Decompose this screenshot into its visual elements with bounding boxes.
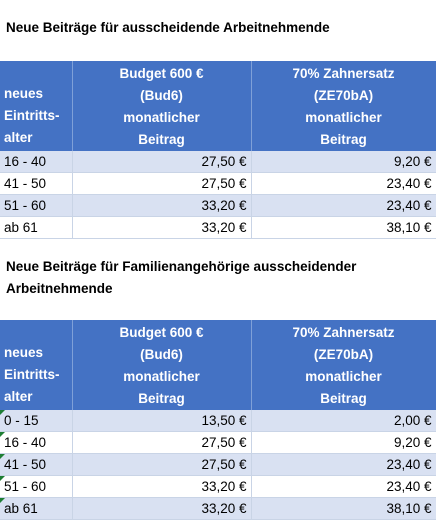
header-line: (Bud6) <box>140 88 183 103</box>
header-line: alter <box>4 130 33 145</box>
section-title-departing-employees: Neue Beiträge für ausscheidende Arbeitne… <box>6 17 426 39</box>
budget-cell[interactable]: 27,50 € <box>72 453 252 476</box>
header-budget: Budget 600 € (Bud6) monatlicher Beitrag <box>72 61 252 151</box>
dental-cell[interactable]: 23,40 € <box>251 475 436 498</box>
cell-note-flag-icon <box>0 432 5 437</box>
header-entry-age: neues Eintritts- alter <box>0 61 73 151</box>
section-title-text: Arbeitnehmende <box>6 281 113 296</box>
dental-cell[interactable]: 38,10 € <box>251 497 436 520</box>
dental-cell[interactable]: 38,10 € <box>251 216 436 239</box>
header-line: monatlicher <box>305 110 382 125</box>
table-row: ab 61 33,20 € 38,10 € <box>0 216 436 239</box>
age-cell[interactable]: 51 - 60 <box>0 475 73 498</box>
header-budget: Budget 600 € (Bud6) monatlicher Beitrag <box>72 320 252 410</box>
contribution-table-family: neues Eintritts- alter Budget 600 € (Bud… <box>0 320 436 520</box>
header-line: (ZE70bA) <box>313 88 374 103</box>
section-title-text: Neue Beiträge für ausscheidende Arbeitne… <box>6 20 330 35</box>
table-header-row: neues Eintritts- alter Budget 600 € (Bud… <box>0 320 436 410</box>
header-line: neues <box>4 86 44 101</box>
age-cell[interactable]: 41 - 50 <box>0 453 73 476</box>
table-row: 16 - 40 27,50 € 9,20 € <box>0 151 436 173</box>
header-dental: 70% Zahnersatz (ZE70bA) monatlicher Beit… <box>251 61 436 151</box>
table-row: ab 61 33,20 € 38,10 € <box>0 497 436 520</box>
budget-cell[interactable]: 33,20 € <box>72 497 252 520</box>
table-row: 51 - 60 33,20 € 23,40 € <box>0 475 436 498</box>
section-title-text: Neue Beiträge für Familienangehörige aus… <box>6 259 357 274</box>
age-text: ab 61 <box>4 501 38 516</box>
age-cell[interactable]: 0 - 15 <box>0 410 73 432</box>
age-text: 16 - 40 <box>4 435 47 450</box>
cell-note-flag-icon <box>0 454 5 459</box>
header-line: Beitrag <box>320 391 367 406</box>
age-cell[interactable]: 16 - 40 <box>0 431 73 454</box>
header-line: Budget 600 € <box>119 325 204 340</box>
budget-cell[interactable]: 33,20 € <box>72 475 252 498</box>
header-line: (ZE70bA) <box>313 347 374 362</box>
header-line: monatlicher <box>123 110 200 125</box>
header-line: Beitrag <box>138 391 185 406</box>
dental-cell[interactable]: 9,20 € <box>251 431 436 454</box>
cell-note-flag-icon <box>0 476 5 481</box>
budget-cell[interactable]: 27,50 € <box>72 151 252 173</box>
header-line: monatlicher <box>305 369 382 384</box>
header-line: monatlicher <box>123 369 200 384</box>
table-row: 41 - 50 27,50 € 23,40 € <box>0 453 436 476</box>
section-title-family-members: Neue Beiträge für Familienangehörige aus… <box>6 256 426 300</box>
header-line: neues <box>4 345 44 360</box>
dental-cell[interactable]: 23,40 € <box>251 453 436 476</box>
budget-cell[interactable]: 13,50 € <box>72 410 252 432</box>
header-line: Beitrag <box>138 132 185 147</box>
budget-cell[interactable]: 27,50 € <box>72 172 252 195</box>
age-cell[interactable]: 51 - 60 <box>0 194 73 217</box>
budget-cell[interactable]: 33,20 € <box>72 216 252 239</box>
budget-cell[interactable]: 33,20 € <box>72 194 252 217</box>
table-row: 51 - 60 33,20 € 23,40 € <box>0 194 436 217</box>
dental-cell[interactable]: 9,20 € <box>251 151 436 173</box>
table-row: 16 - 40 27,50 € 9,20 € <box>0 431 436 454</box>
dental-cell[interactable]: 23,40 € <box>251 194 436 217</box>
header-line: 70% Zahnersatz <box>292 325 395 340</box>
header-line: Beitrag <box>320 132 367 147</box>
header-line: Eintritts- <box>4 367 60 382</box>
dental-cell[interactable]: 2,00 € <box>251 410 436 432</box>
budget-cell[interactable]: 27,50 € <box>72 431 252 454</box>
contribution-table-employees: neues Eintritts- alter Budget 600 € (Bud… <box>0 61 436 239</box>
header-line: Eintritts- <box>4 108 60 123</box>
header-dental: 70% Zahnersatz (ZE70bA) monatlicher Beit… <box>251 320 436 410</box>
header-line: alter <box>4 389 33 404</box>
age-text: 41 - 50 <box>4 457 47 472</box>
header-line: 70% Zahnersatz <box>292 66 395 81</box>
age-cell[interactable]: 16 - 40 <box>0 151 73 173</box>
table-row: 0 - 15 13,50 € 2,00 € <box>0 410 436 432</box>
age-cell[interactable]: 41 - 50 <box>0 172 73 195</box>
age-cell[interactable]: ab 61 <box>0 216 73 239</box>
header-line: (Bud6) <box>140 347 183 362</box>
table-header-row: neues Eintritts- alter Budget 600 € (Bud… <box>0 61 436 151</box>
dental-cell[interactable]: 23,40 € <box>251 172 436 195</box>
age-text: 51 - 60 <box>4 479 47 494</box>
cell-note-flag-icon <box>0 498 5 503</box>
table-row: 41 - 50 27,50 € 23,40 € <box>0 172 436 195</box>
age-cell[interactable]: ab 61 <box>0 497 73 520</box>
header-entry-age: neues Eintritts- alter <box>0 320 73 410</box>
header-line: Budget 600 € <box>119 66 204 81</box>
age-text: 0 - 15 <box>4 413 39 428</box>
cell-note-flag-icon <box>0 410 5 415</box>
